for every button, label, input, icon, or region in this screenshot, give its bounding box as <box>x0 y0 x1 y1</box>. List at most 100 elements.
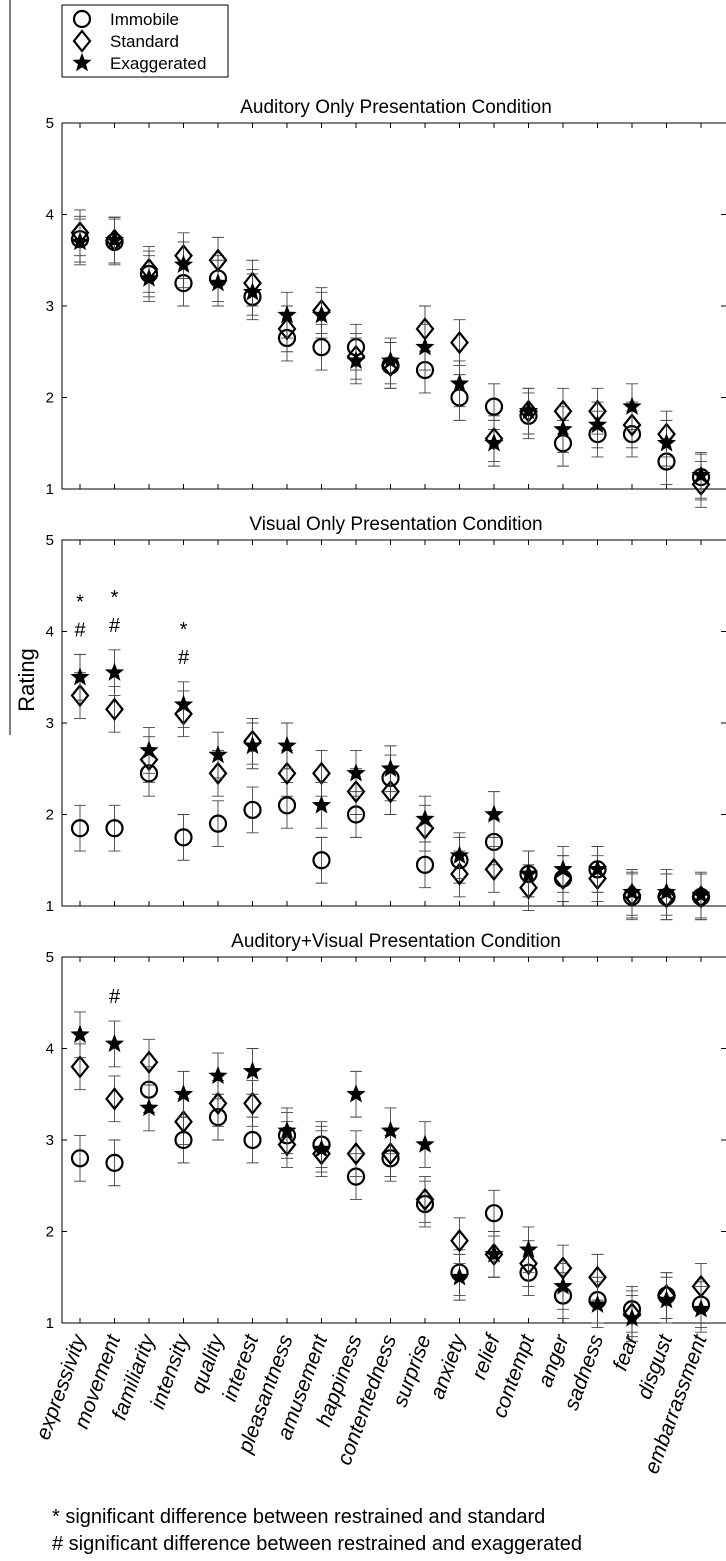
data-point-star <box>587 1294 608 1313</box>
category-label: relief <box>468 1330 506 1383</box>
error-bar <box>488 846 500 893</box>
data-point-star <box>622 1308 642 1327</box>
error-bar <box>315 836 328 884</box>
data-point-star <box>277 1120 297 1140</box>
data-point-diamond <box>277 1132 297 1157</box>
data-point-star <box>346 1084 366 1103</box>
data-point-star <box>656 433 677 452</box>
y-tick-label: 1 <box>46 481 54 498</box>
data-point-circle <box>312 338 331 357</box>
legend-item-standard: Standard <box>72 29 179 53</box>
data-point-star <box>415 1134 435 1153</box>
data-point-star <box>518 1239 539 1258</box>
significance-mark: * <box>111 587 119 609</box>
y-axis-label: Rating <box>14 648 39 712</box>
data-point-diamond <box>243 1091 262 1116</box>
data-point-circle <box>484 1204 504 1223</box>
error-bar <box>212 800 224 847</box>
legend: Immobile Standard Exaggerated <box>61 4 229 78</box>
data-point-star <box>139 1097 159 1117</box>
data-point-diamond <box>519 1251 538 1276</box>
y-tick-label: 5 <box>46 949 54 966</box>
data-point-star <box>104 662 125 681</box>
data-point-star <box>518 863 539 883</box>
panels: Auditory Only Presentation Condition 1 2 3 4… <box>46 97 726 1342</box>
data-point-star <box>553 1276 573 1295</box>
panel-title: Visual Only Presentation Condition <box>249 514 542 535</box>
data-point-star <box>277 735 297 755</box>
error-bar <box>108 804 121 852</box>
significance-mark: * <box>76 591 84 613</box>
data-point-star <box>242 1061 263 1080</box>
data-point-star <box>415 808 435 828</box>
data-point-star <box>70 667 90 686</box>
data-point-star <box>449 845 470 864</box>
data-point-diamond <box>277 317 297 341</box>
y-tick-label: 5 <box>46 115 54 132</box>
data-point-star <box>587 859 608 878</box>
data-point-circle <box>208 814 228 833</box>
data-point-diamond <box>174 1109 193 1134</box>
data-point-star <box>691 1299 711 1318</box>
data-point-star <box>518 401 539 420</box>
data-point-circle <box>277 796 297 815</box>
data-point-star <box>449 373 470 392</box>
data-point-diamond <box>208 761 228 786</box>
data-point-star <box>656 1289 677 1309</box>
footnote: * significant difference between restrai… <box>52 1506 545 1528</box>
legend-marker-diamond <box>72 29 92 53</box>
error-bar <box>419 1176 431 1223</box>
data-point-star <box>104 1033 125 1053</box>
legend-label: Standard <box>110 32 179 51</box>
series-exaggerated <box>70 649 711 919</box>
data-point-circle <box>243 800 262 820</box>
significance-mark: # <box>109 615 121 637</box>
footnotes: * significant difference between restrai… <box>52 1506 582 1555</box>
series-immobile <box>70 1066 711 1333</box>
data-point-star <box>242 282 263 301</box>
error-bar <box>350 1130 362 1178</box>
y-tick-label: 1 <box>46 898 54 915</box>
error-bar <box>488 1189 500 1237</box>
legend-marker-star <box>72 52 92 72</box>
data-point-diamond <box>277 761 297 786</box>
data-point-star <box>208 1065 228 1085</box>
series-standard <box>70 672 711 921</box>
y-tick-label: 5 <box>46 532 54 549</box>
error-bar <box>74 804 86 852</box>
data-point-star <box>104 229 125 249</box>
data-point-circle <box>484 397 504 416</box>
data-point-star <box>622 882 642 901</box>
data-point-circle <box>243 1130 262 1150</box>
footnote: # significant difference between restrai… <box>52 1533 582 1555</box>
panel-frame <box>61 956 726 1324</box>
y-tick-label: 4 <box>46 207 54 224</box>
data-point-diamond <box>70 1055 90 1079</box>
data-point-star <box>380 1120 401 1140</box>
data-point-star <box>311 1139 332 1158</box>
data-point-star <box>139 740 159 759</box>
data-point-star <box>311 795 332 814</box>
data-point-star <box>70 1024 90 1043</box>
legend-item-immobile: Immobile <box>72 9 179 29</box>
data-point-diamond <box>622 413 642 437</box>
data-point-circle <box>105 1153 124 1172</box>
data-point-star <box>415 337 435 356</box>
significance-mark: # <box>74 619 86 641</box>
series-exaggerated <box>70 216 711 499</box>
y-tick-label: 2 <box>46 1224 54 1241</box>
y-tick-label: 3 <box>46 1132 54 1149</box>
panel-1: Auditory Only Presentation Condition 1 2 3 4… <box>46 97 726 508</box>
data-point-star <box>277 305 297 324</box>
y-tick-label: 1 <box>46 1315 54 1332</box>
legend-label: Exaggerated <box>110 54 206 73</box>
data-point-star <box>139 268 159 287</box>
data-point-diamond <box>105 1087 124 1111</box>
panel-3: Auditory+Visual Presentation Condition 1 2… <box>46 931 726 1342</box>
data-point-star <box>346 763 366 782</box>
y-tick-label: 4 <box>46 1041 54 1058</box>
data-point-diamond <box>415 1187 435 1212</box>
data-point-diamond <box>450 330 469 355</box>
error-bar <box>108 1139 121 1187</box>
data-point-star <box>622 396 642 415</box>
